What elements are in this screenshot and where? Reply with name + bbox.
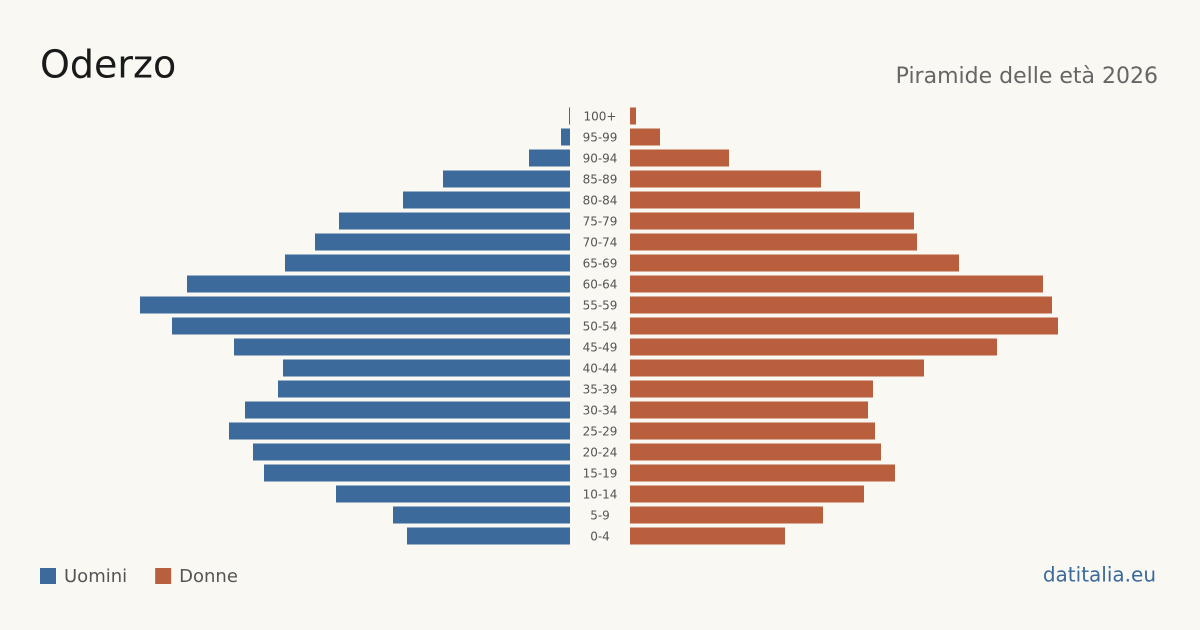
bar [315, 233, 570, 251]
bar [336, 485, 570, 503]
bar [630, 233, 917, 251]
chart-title: Oderzo [40, 43, 176, 87]
bar [529, 149, 570, 167]
age-label: 20-24 [583, 446, 618, 460]
bar [245, 401, 570, 419]
age-label: 0-4 [590, 530, 610, 544]
bar [630, 275, 1043, 293]
source[interactable]: datitalia.eu [1043, 563, 1156, 587]
bar [172, 317, 570, 335]
age-label: 50-54 [583, 320, 618, 334]
age-label: 70-74 [583, 236, 618, 250]
bar [630, 128, 660, 146]
bar [630, 317, 1058, 335]
bar [253, 443, 570, 461]
bar [229, 422, 570, 440]
bar [630, 296, 1052, 314]
bar [630, 191, 860, 209]
legend-swatch [155, 568, 172, 584]
bar [285, 254, 570, 272]
bar [630, 485, 864, 503]
bar [630, 170, 821, 188]
bar [443, 170, 570, 188]
bar [339, 212, 570, 230]
chart-subtitle: Piramide delle età 2026 [896, 64, 1158, 89]
bar [403, 191, 570, 209]
bar [187, 275, 570, 293]
bar [630, 338, 997, 356]
age-label: 100+ [584, 110, 617, 124]
age-label: 30-34 [583, 404, 618, 418]
age-label: 90-94 [583, 152, 618, 166]
bar [630, 506, 823, 524]
age-label: 55-59 [583, 299, 618, 313]
bar [630, 443, 881, 461]
bar [630, 527, 785, 545]
bar [630, 107, 636, 125]
age-label: 40-44 [583, 362, 618, 376]
bar [630, 380, 873, 398]
age-label: 60-64 [583, 278, 618, 292]
age-label: 75-79 [583, 215, 618, 229]
bar [630, 401, 868, 419]
bar [283, 359, 570, 377]
bar [561, 128, 570, 146]
legend-swatch [40, 568, 56, 584]
age-label: 45-49 [583, 341, 618, 355]
bar [569, 107, 570, 125]
age-label: 10-14 [583, 488, 618, 502]
age-label: 80-84 [583, 194, 618, 208]
bar [630, 212, 914, 230]
age-label: 95-99 [583, 131, 618, 145]
age-label: 85-89 [583, 173, 618, 187]
age-label: 35-39 [583, 383, 618, 397]
age-label: 65-69 [583, 257, 618, 271]
age-label: 15-19 [583, 467, 618, 481]
bar [234, 338, 570, 356]
age-label: 25-29 [583, 425, 618, 439]
bar [630, 359, 924, 377]
bar [630, 149, 729, 167]
bar [140, 296, 570, 314]
bar [407, 527, 570, 545]
bar [393, 506, 570, 524]
legend-label: Donne [179, 566, 238, 587]
bar [630, 464, 895, 482]
legend-label: Uomini [64, 566, 127, 587]
bar [264, 464, 570, 482]
bar [630, 254, 959, 272]
bar [630, 422, 875, 440]
age-label: 5-9 [590, 509, 610, 523]
bar [278, 380, 570, 398]
